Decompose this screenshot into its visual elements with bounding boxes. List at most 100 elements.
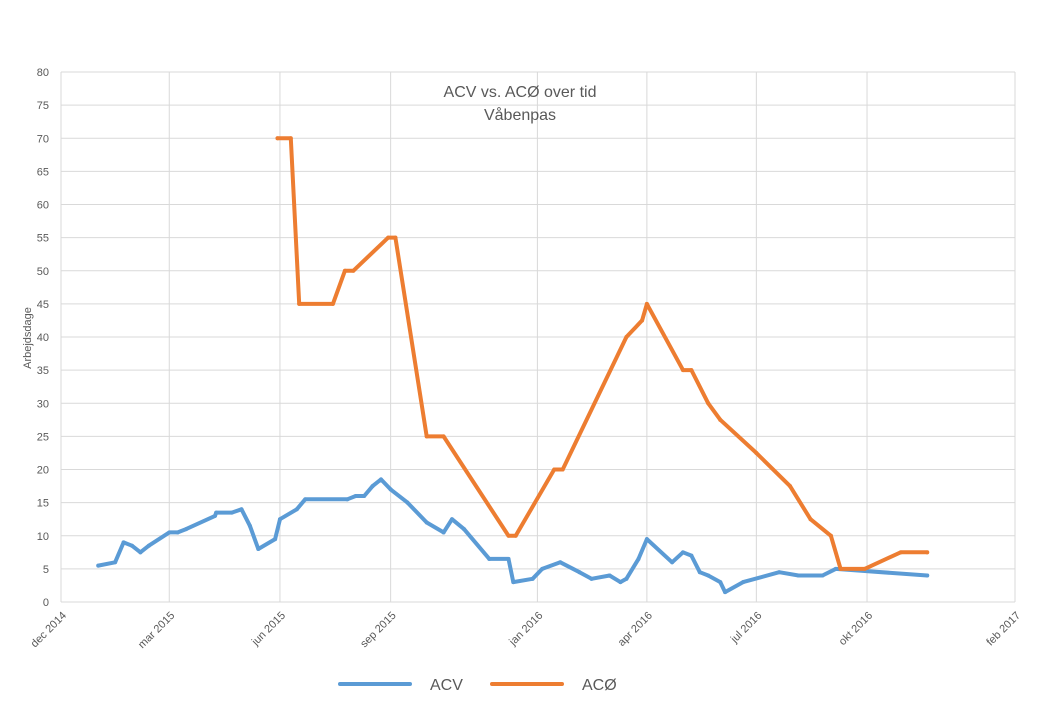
series-1-point (294, 507, 299, 512)
series-1-point (689, 553, 694, 558)
series-2-point (808, 517, 813, 522)
x-tick-label: jun 2015 (249, 610, 288, 649)
x-tick-label: mar 2015 (136, 610, 177, 651)
series-2-point (754, 450, 759, 455)
series-1-point (589, 576, 594, 581)
series-1-point (530, 576, 535, 581)
series-1-point (167, 530, 172, 535)
chart-title: ACV vs. ACØ over tid (444, 84, 597, 101)
series-1-point (424, 520, 429, 525)
series-1-point (256, 547, 261, 551)
series-1-point (388, 487, 393, 492)
series-2-point (718, 417, 723, 422)
series-1-point (644, 537, 649, 542)
legend: ACV ACØ (338, 677, 617, 694)
series-2-point (441, 434, 446, 439)
series-1-point (506, 556, 511, 561)
y-axis-label: Arbejdsdage (22, 307, 34, 369)
y-tick-label: 75 (37, 100, 49, 112)
x-tick-label: okt 2016 (837, 610, 875, 648)
series-1-point (741, 580, 746, 585)
y-tick-label: 40 (37, 332, 49, 344)
series-1-point (247, 523, 252, 528)
series-1-point (441, 530, 446, 535)
series-1-point (113, 560, 118, 565)
series-1-point (487, 556, 492, 561)
x-tick-label: feb 2017 (984, 610, 1023, 649)
legend-label-1: ACV (430, 677, 463, 694)
series-1-point (511, 580, 516, 585)
series-1-point (239, 507, 244, 512)
series-1-point (277, 517, 282, 522)
x-tick-label: jul 2016 (728, 610, 764, 646)
series-1-point (558, 560, 563, 565)
series-2-point (342, 268, 347, 273)
series-2-point (925, 550, 930, 555)
series-1-point (618, 580, 623, 585)
series-1-point (449, 517, 454, 522)
y-tick-label: 45 (37, 299, 49, 311)
series-2-point (506, 533, 511, 538)
y-tick-label: 30 (37, 398, 49, 410)
series-2-point (828, 533, 833, 538)
series-2-point (275, 136, 280, 141)
y-tick-label: 35 (37, 365, 49, 377)
series-1-point (345, 497, 350, 502)
series-2-point (644, 301, 649, 306)
y-tick-label: 0 (43, 597, 49, 609)
series-1-point (777, 570, 782, 575)
series-1-point (820, 573, 825, 578)
series-1-point (370, 484, 375, 489)
series-2-point (838, 566, 843, 571)
y-tick-label: 5 (43, 564, 49, 576)
series-1-point (636, 556, 641, 561)
series-1-point (540, 566, 545, 571)
series-lines (96, 136, 930, 595)
series-1-point (273, 537, 278, 542)
y-tick-label: 60 (37, 200, 49, 212)
series-1-point (680, 550, 685, 555)
series-1-point (718, 580, 723, 585)
series-2-point (513, 533, 518, 538)
series-1-point (925, 573, 930, 578)
series-1-point (796, 573, 801, 578)
legend-label-2: ACØ (582, 677, 617, 694)
series-2-point (330, 301, 335, 306)
x-tick-label: jan 2016 (506, 610, 545, 649)
y-tick-label: 50 (37, 266, 49, 278)
y-tick-label: 55 (37, 233, 49, 245)
series-1-point (607, 573, 612, 578)
series-1-point (138, 550, 143, 555)
y-tick-label: 15 (37, 498, 49, 510)
series-1-point (833, 566, 838, 571)
series-2-point (624, 335, 629, 339)
series-2-point (288, 136, 293, 141)
series-1-point (121, 540, 126, 545)
series-1-point (462, 527, 467, 532)
series-1-point (697, 570, 702, 575)
series-1-point (723, 590, 728, 595)
y-tick-label: 10 (37, 531, 49, 543)
gridlines (60, 71, 1016, 603)
x-tick-label: sep 2015 (358, 610, 398, 650)
series-1-point (214, 510, 219, 515)
series-2-point (560, 467, 565, 472)
series-1-point (212, 513, 217, 518)
series-2-point (862, 566, 867, 571)
series-1-point (303, 497, 308, 502)
series-1-point (362, 494, 367, 498)
series-1-point (670, 560, 675, 565)
series-1-point (405, 500, 410, 505)
y-axis: 0 5 10 15 20 25 30 35 40 45 50 55 60 65 70 75 80 (37, 67, 49, 609)
series-2-point (393, 235, 398, 240)
series-2-point (680, 368, 685, 373)
series-1-point (706, 573, 711, 578)
series-1-point (379, 477, 384, 482)
series-2-point (424, 434, 429, 439)
series-1-point (175, 530, 180, 535)
series-line-2 (275, 136, 930, 571)
y-tick-label: 65 (37, 166, 49, 178)
chart-subtitle: Våbenpas (484, 106, 556, 124)
y-tick-label: 25 (37, 431, 49, 443)
series-1-point (184, 527, 189, 532)
